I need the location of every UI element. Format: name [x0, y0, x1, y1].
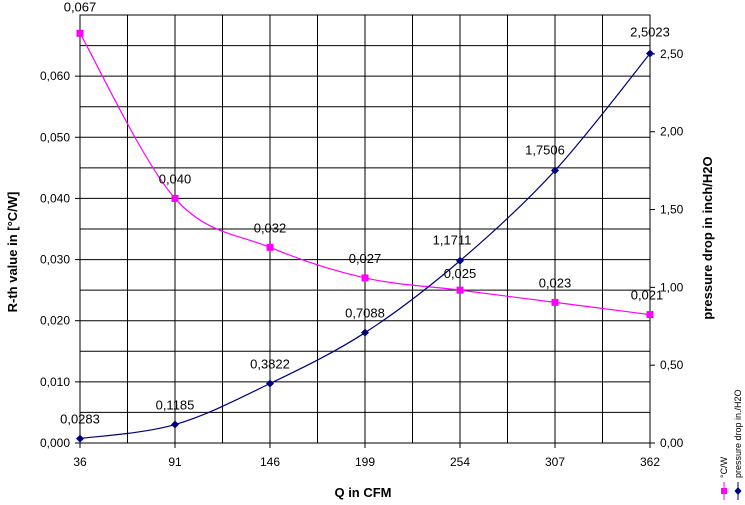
right-tick-label: 0,00 — [660, 436, 684, 450]
x-tick-label: 254 — [450, 455, 470, 469]
data-label: 0,0283 — [60, 412, 100, 427]
legend: °C/W pressure drop in./H2O — [719, 389, 743, 500]
left-axis-ticks: 0,000 0,010 0,020 0,030 0,040 0,050 0,060 — [40, 69, 80, 450]
x-tick-label: 199 — [355, 455, 375, 469]
legend-label-rth: °C/W — [719, 456, 729, 478]
right-tick-label: 2,50 — [660, 47, 684, 61]
data-label: 0,3822 — [250, 357, 290, 372]
right-axis-ticks: 0,00 0,50 1,00 1,50 2,00 2,50 — [650, 47, 684, 450]
left-tick-label: 0,060 — [40, 69, 70, 83]
data-label: 2,5023 — [630, 25, 670, 40]
left-tick-label: 0,050 — [40, 130, 70, 144]
right-tick-label: 2,00 — [660, 125, 684, 139]
left-tick-label: 0,010 — [40, 375, 70, 389]
data-point-square — [171, 194, 179, 202]
data-point-square — [361, 274, 369, 282]
x-axis-title: Q in CFM — [334, 485, 391, 500]
data-point-diamond — [646, 49, 654, 58]
data-label: 0,032 — [254, 220, 287, 235]
x-tick-label: 91 — [168, 455, 182, 469]
data-point-diamond — [361, 328, 369, 337]
left-tick-label: 0,040 — [40, 191, 70, 205]
x-tick-label: 362 — [640, 455, 660, 469]
data-point-diamond — [456, 256, 464, 265]
data-point-diamond — [551, 166, 559, 175]
data-label: 0,067 — [64, 0, 97, 14]
data-label: 0,1185 — [156, 398, 195, 413]
data-point-square — [76, 29, 84, 37]
grid — [79, 14, 651, 444]
series-1 — [76, 49, 654, 443]
left-tick-label: 0,020 — [40, 314, 70, 328]
data-label: 0,023 — [539, 275, 572, 290]
data-label: 0,027 — [349, 251, 382, 266]
data-label: 0,040 — [159, 171, 192, 186]
data-point-diamond — [171, 420, 179, 429]
left-tick-label: 0,000 — [40, 436, 70, 450]
right-y-axis-title: pressure drop in inch/H2O — [700, 156, 715, 319]
legend-item-rth: °C/W — [719, 456, 729, 500]
data-point-diamond — [76, 434, 84, 443]
data-point-square — [266, 243, 274, 251]
data-point-square — [551, 298, 559, 306]
data-label: 1,7506 — [525, 143, 565, 158]
data-labels: 0,067 0,040 0,032 0,027 0,025 0,023 0,021 0,028… — [60, 0, 670, 427]
data-label: 0,025 — [444, 266, 477, 281]
right-tick-label: 1,50 — [660, 203, 684, 217]
data-point-square — [646, 311, 654, 319]
x-tick-label: 36 — [73, 455, 87, 469]
data-label: 0,7088 — [345, 306, 385, 321]
right-tick-label: 0,50 — [660, 358, 684, 372]
left-y-axis-title: R-th value in [°C/W] — [5, 192, 20, 313]
x-axis-ticks: 36 91 146 199 254 307 362 — [73, 443, 660, 469]
x-tick-label: 146 — [260, 455, 280, 469]
data-point-diamond — [266, 379, 274, 388]
legend-label-pressure: pressure drop in./H2O — [733, 389, 743, 478]
data-point-square — [456, 286, 464, 294]
data-label: 1,1711 — [433, 233, 472, 248]
data-label: 0,021 — [631, 288, 664, 303]
series-layer — [76, 29, 654, 443]
x-tick-label: 307 — [545, 455, 565, 469]
legend-item-pressure: pressure drop in./H2O — [733, 389, 743, 500]
right-tick-label: 1,00 — [660, 280, 684, 294]
left-tick-label: 0,030 — [40, 253, 70, 267]
series-0 — [76, 29, 654, 319]
